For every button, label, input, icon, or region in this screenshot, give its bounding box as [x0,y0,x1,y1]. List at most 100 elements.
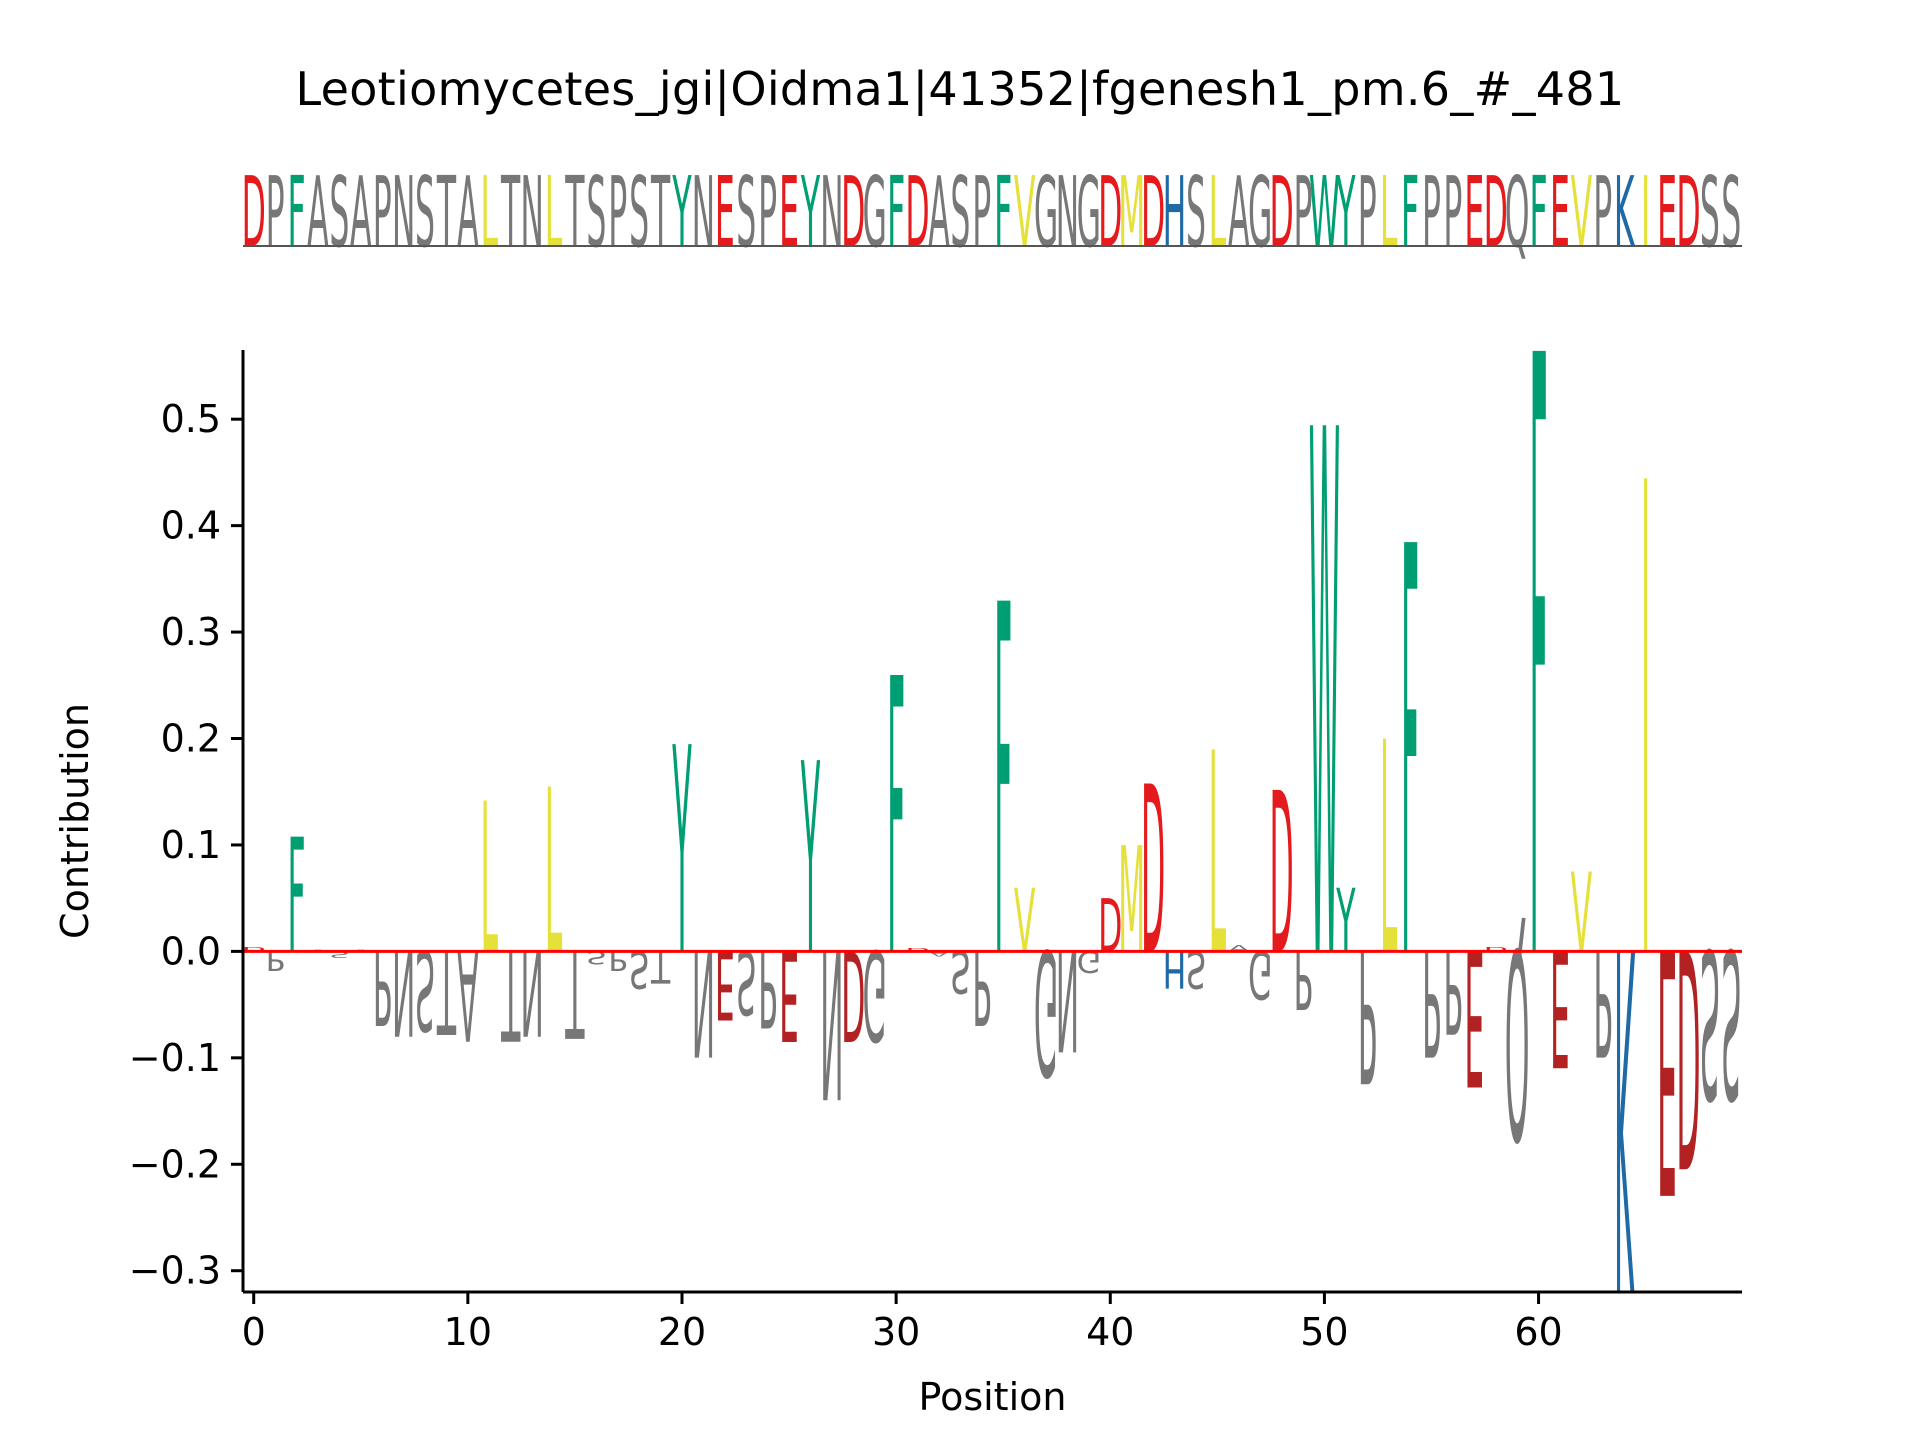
x-tick-label: 0 [242,1310,266,1354]
sequence-letter: A [928,157,950,270]
sequence-letter: S [629,157,649,270]
sequence-letter: V [1571,157,1593,270]
logo-letter: E [1464,907,1484,1125]
logo-letter: P [266,945,285,976]
logo-letter: D [1484,946,1508,953]
logo-letter: P [972,927,991,1046]
logo-letter: G [1077,944,1101,978]
logo-letter: P [373,927,392,1046]
sequence-letter: N [820,157,844,270]
sequence-letter: S [1700,157,1720,270]
x-tick-label: 30 [872,1310,920,1354]
sequence-letter: F [994,157,1012,270]
logo-letter: P [1358,908,1377,1120]
logo-letter: M [1118,816,1145,986]
logo-letter: K [1614,841,1636,1384]
logo-letter: E [715,929,735,1040]
sequence-letter: N [1056,157,1080,270]
sequence-letter: K [1614,157,1635,270]
x-tick-label: 40 [1086,1310,1134,1354]
y-tick-label: −0.3 [129,1249,221,1293]
logo-letter: Y [1336,870,1356,972]
logo-letter: N [820,902,844,1140]
logo-letter: D [1141,737,1165,1006]
logo-letter: D [1098,885,1122,969]
logo-letter: S [1700,902,1720,1140]
sequence-letter: I [1641,157,1650,270]
sequence-letter: G [1077,157,1101,270]
logo-letter: T [565,923,585,1062]
contribution-logo: DPFASAPNSTALTNLTSPSTYNESPEYNDGFDASPFVGNG… [242,188,1742,1384]
logo-letter: I [1641,351,1650,1105]
logo-letter: T [650,941,671,991]
logo-letter: F [887,600,905,1041]
sequence-letter: Y [1336,157,1356,270]
sequence-letter: Q [1505,157,1530,270]
sequence-letter: D [1484,157,1508,270]
logo-letter: S [329,949,349,959]
logo-letter: N [1056,918,1080,1079]
sequence-letter: W [1309,157,1340,270]
logo-letter: W [1309,283,1340,1122]
sequence-letter: T [651,157,671,270]
sequence-letter: P [1294,157,1313,270]
y-ticks: −0.3 −0.2 −0.1 0.0 0.1 0.2 0.3 0.4 0.5 [129,397,243,1293]
logo-letter: D [841,921,865,1065]
sequence-letter: P [972,157,991,270]
logo-letter: D [1269,747,1293,1005]
logo-letter: F [287,806,305,989]
logo-letter: L [545,743,563,1006]
logo-letter: Y [672,687,691,1019]
sequence-letter: P [266,157,285,270]
logo-letter: A [457,921,479,1065]
sequence-letter: T [501,157,521,270]
logo-letter: N [692,917,716,1087]
logo-letter: L [1209,696,1227,1018]
logo-letter: S [1186,939,1206,998]
sequence-letter: H [1163,157,1187,270]
chart-title: Leotiomycetes_jgi|Oidma1|41352|fgenesh1_… [295,62,1625,116]
sequence-letter: E [1657,157,1677,270]
sequence-letter: P [1443,157,1462,270]
logo-letter: F [1530,188,1548,1146]
logo-letter: A [928,949,950,957]
sequence-letter: L [480,157,498,270]
logo-letter: T [501,921,521,1065]
x-axis-label: Position [919,1375,1067,1419]
logo-letter: Q [1505,890,1530,1193]
logo-letter: P [1422,917,1441,1087]
sequence-letter: D [841,157,865,270]
logo-letter: G [1034,910,1058,1110]
logo-letter: D [1676,880,1700,1227]
sequence-letter: S [1186,157,1206,270]
sequence-letter: A [457,157,479,270]
sequence-letter: L [1380,157,1398,270]
sequence-letter: F [287,157,305,270]
logo-letter: F [994,507,1012,1066]
logo-letter: D [242,946,266,953]
sequence-letter: V [1014,157,1036,270]
sequence-letter: L [1209,157,1227,270]
sequence-letter: E [1464,157,1484,270]
sequence-letter: F [887,157,905,270]
axes: −0.3 −0.2 −0.1 0.0 0.1 0.2 0.3 0.4 0.5 0 10 20 30 40… [53,350,1742,1419]
x-tick-label: 20 [658,1310,706,1354]
sequence-letter: P [608,157,627,270]
logo-letter: P [1443,924,1462,1056]
sequence-letter: P [758,157,777,270]
y-tick-label: 0.2 [161,717,221,761]
sequence-letter: M [1118,157,1145,270]
logo-letter: P [1294,932,1313,1025]
sequence-letter: D [905,157,929,270]
sequence-letter: G [1034,157,1058,270]
sequence-letter: D [1141,157,1165,270]
logo-letter: P [608,945,627,976]
sequence-letter: N [392,157,416,270]
sequence-letter: S [586,157,606,270]
logo-letter: L [1380,680,1398,1020]
logo-letter: A [1228,944,1250,954]
logo-letter: E [779,921,799,1065]
logo-letter: E [1550,913,1570,1099]
sequence-letter: F [1530,157,1548,270]
